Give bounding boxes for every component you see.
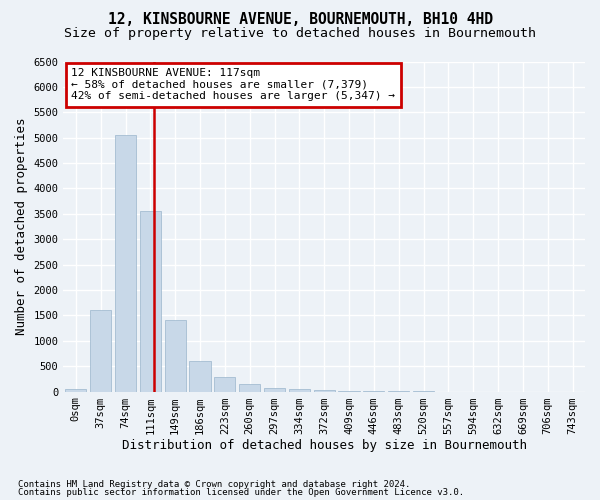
Bar <box>314 390 335 392</box>
Text: Contains public sector information licensed under the Open Government Licence v3: Contains public sector information licen… <box>18 488 464 497</box>
Bar <box>190 361 211 392</box>
Bar <box>164 320 186 392</box>
Text: 12, KINSBOURNE AVENUE, BOURNEMOUTH, BH10 4HD: 12, KINSBOURNE AVENUE, BOURNEMOUTH, BH10… <box>107 12 493 28</box>
Text: 12 KINSBOURNE AVENUE: 117sqm
← 58% of detached houses are smaller (7,379)
42% of: 12 KINSBOURNE AVENUE: 117sqm ← 58% of de… <box>71 68 395 102</box>
Bar <box>239 384 260 392</box>
Bar <box>264 388 285 392</box>
Bar <box>115 135 136 392</box>
Y-axis label: Number of detached properties: Number of detached properties <box>15 118 28 336</box>
Bar <box>214 378 235 392</box>
Bar <box>65 389 86 392</box>
X-axis label: Distribution of detached houses by size in Bournemouth: Distribution of detached houses by size … <box>122 440 527 452</box>
Text: Contains HM Land Registry data © Crown copyright and database right 2024.: Contains HM Land Registry data © Crown c… <box>18 480 410 489</box>
Bar <box>289 389 310 392</box>
Bar <box>338 391 359 392</box>
Bar <box>140 212 161 392</box>
Text: Size of property relative to detached houses in Bournemouth: Size of property relative to detached ho… <box>64 28 536 40</box>
Bar <box>90 310 111 392</box>
